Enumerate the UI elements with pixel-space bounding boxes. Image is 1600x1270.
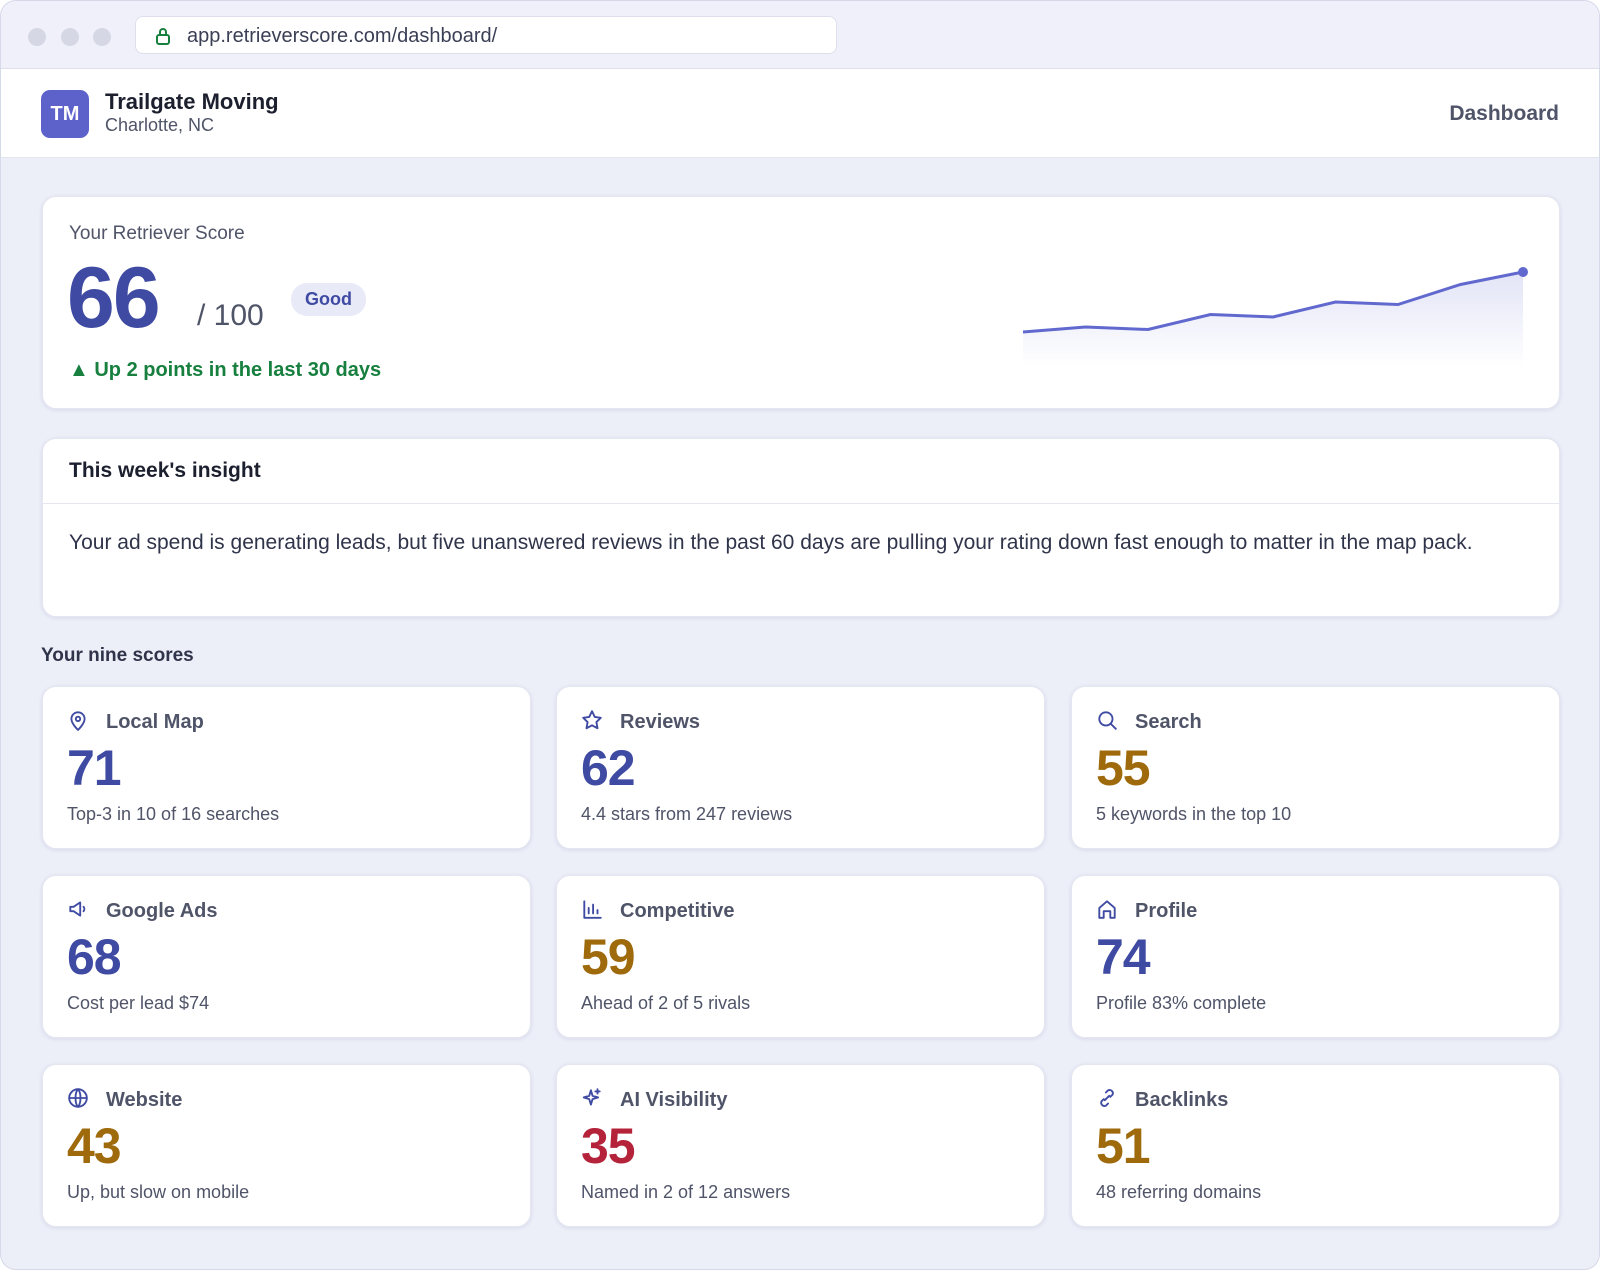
score-detail: Cost per lead $74: [67, 993, 210, 1013]
score-value: 62: [581, 740, 636, 796]
score-detail: Named in 2 of 12 answers: [581, 1182, 791, 1202]
score-icon: [582, 1088, 601, 1106]
score-detail: Top-3 in 10 of 16 searches: [67, 804, 280, 824]
score-icon: [69, 901, 86, 917]
business-name: Trailgate Moving: [105, 89, 279, 114]
score-name: Google Ads: [106, 900, 218, 922]
nav-link[interactable]: Dashboard: [1449, 102, 1559, 125]
score-name: AI Visibility: [620, 1089, 728, 1111]
lock-icon: [156, 28, 170, 45]
score-card[interactable]: Search 55 5 keywords in the top 10: [1071, 686, 1560, 849]
sparkline: [1022, 267, 1528, 367]
score-icon: [583, 900, 602, 919]
score-name: Profile: [1135, 900, 1198, 922]
score-card[interactable]: Reviews 62 4.4 stars from 247 reviews: [556, 686, 1045, 849]
divider: [43, 503, 1559, 504]
score-card[interactable]: Local Map 71 Top-3 in 10 of 16 searches: [42, 686, 531, 849]
score-name: Reviews: [620, 711, 701, 733]
score-detail: Profile 83% complete: [1096, 993, 1267, 1013]
score-name: Website: [106, 1089, 183, 1111]
insight-title: This week's insight: [69, 459, 261, 482]
score-label: Your Retriever Score: [69, 223, 245, 244]
score-icon: [68, 1088, 88, 1108]
sparkline-end: [1518, 267, 1528, 277]
score-value: 71: [67, 740, 122, 796]
window-button[interactable]: [28, 28, 46, 46]
score-detail: 5 keywords in the top 10: [1096, 804, 1292, 824]
app-header: TM Trailgate Moving Charlotte, NC Dashbo…: [1, 69, 1599, 158]
score-name: Search: [1135, 711, 1202, 733]
score-name: Local Map: [106, 711, 204, 733]
url-text: app.retrieverscore.com/dashboard/: [187, 25, 498, 47]
score-icon: [1098, 711, 1117, 730]
score-badge: Good: [291, 283, 366, 316]
logo: TM: [41, 90, 89, 138]
insight-card: This week's insight Your ad spend is gen…: [42, 438, 1560, 617]
score-value: 35: [581, 1118, 636, 1174]
score-detail: Up, but slow on mobile: [67, 1182, 250, 1202]
score-icon: [1100, 1089, 1114, 1107]
score-card[interactable]: AI Visibility 35 Named in 2 of 12 answers: [556, 1064, 1045, 1227]
score-name: Backlinks: [1135, 1089, 1229, 1111]
score-detail: 4.4 stars from 247 reviews: [581, 804, 793, 824]
score-icon: [582, 710, 602, 730]
sparkline-line: [1022, 270, 1524, 334]
score-detail: 48 referring domains: [1096, 1182, 1262, 1202]
score-card[interactable]: Competitive 59 Ahead of 2 of 5 rivals: [556, 875, 1045, 1038]
sparkline-area: [1023, 272, 1523, 367]
score-card[interactable]: Backlinks 51 48 referring domains: [1071, 1064, 1560, 1227]
score-name: Competitive: [620, 900, 735, 922]
score-card[interactable]: Profile 74 Profile 83% complete: [1071, 875, 1560, 1038]
score-card[interactable]: Website 43 Up, but slow on mobile: [42, 1064, 531, 1227]
score-value: 55: [1096, 740, 1151, 796]
business-location: Charlotte, NC: [105, 115, 215, 135]
insight-text: Your ad spend is generating leads, but f…: [69, 531, 1473, 554]
browser-bar: app.retrieverscore.com/dashboard/: [1, 1, 1599, 69]
score-change: ▲ Up 2 points in the last 30 days: [69, 359, 382, 381]
score-max: / 100: [197, 299, 264, 332]
score-value: 66: [67, 250, 161, 346]
score-value: 68: [67, 929, 122, 985]
score-detail: Ahead of 2 of 5 rivals: [581, 993, 751, 1013]
score-icon: [70, 711, 86, 731]
window-button[interactable]: [61, 28, 79, 46]
score-card: Your Retriever Score 66 / 100 Good ▲ Up …: [42, 196, 1560, 409]
score-value: 51: [1096, 1118, 1151, 1174]
section-title: Your nine scores: [41, 645, 194, 666]
score-value: 74: [1096, 929, 1151, 985]
score-icon: [1098, 900, 1116, 919]
score-card[interactable]: Google Ads 68 Cost per lead $74: [42, 875, 531, 1038]
window-button[interactable]: [93, 28, 111, 46]
score-value: 43: [67, 1118, 122, 1174]
address-bar[interactable]: app.retrieverscore.com/dashboard/: [135, 16, 837, 54]
score-value: 59: [581, 929, 636, 985]
